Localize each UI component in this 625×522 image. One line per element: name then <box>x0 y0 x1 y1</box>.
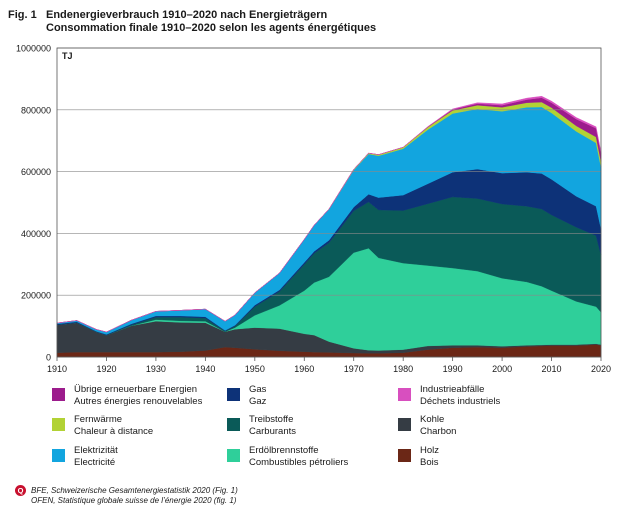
axes: 0 200000 400000 600000 800000 1000000 1910 1920… <box>16 44 611 375</box>
x-tick-label: 1950 <box>245 364 265 374</box>
legend-label-de: Treibstoffe <box>249 414 294 425</box>
legend-swatch <box>398 418 411 431</box>
q-logo-icon: Q <box>15 485 26 496</box>
legend-label-fr: Déchets industriels <box>420 396 501 407</box>
x-tick-label: 2020 <box>591 364 611 374</box>
legend-item: Übrige erneuerbare Energien Autres énergi… <box>52 384 202 408</box>
legend-label-de: Holz <box>420 445 440 456</box>
x-tick-label: 1980 <box>393 364 413 374</box>
legend-label-de: Elektrizität <box>74 445 118 456</box>
legend-label-de: Fernwärme <box>74 414 123 425</box>
legend-swatch <box>227 449 240 462</box>
legend-swatch <box>398 449 411 462</box>
y-tick-label: 200000 <box>21 291 51 301</box>
legend-item: Treibstoffe Carburants <box>227 414 296 438</box>
title-german: Endenergieverbrauch 1910–2020 nach Energ… <box>46 9 328 21</box>
unit-label: TJ <box>62 51 73 61</box>
area-layers <box>56 95 602 358</box>
legend-item: Holz Bois <box>398 445 439 469</box>
legend-label-de: Übrige erneuerbare Energien <box>74 384 198 395</box>
legend-swatch <box>52 388 65 401</box>
y-tick-label: 400000 <box>21 229 51 239</box>
y-tick-label: 800000 <box>21 105 51 115</box>
legend-item: Erdölbrennstoffe Combustibles pétroliers <box>227 445 348 469</box>
legend: Übrige erneuerbare Energien Autres énergi… <box>52 384 612 474</box>
x-tick-label: 1930 <box>146 364 166 374</box>
source-note: Q BFE, Schweizerische Gesamtenergiestati… <box>15 485 238 506</box>
legend-label-fr: Bois <box>420 457 439 468</box>
x-tick-label: 1970 <box>344 364 364 374</box>
title-french: Consommation finale 1910–2020 selon les … <box>46 22 377 34</box>
legend-label-fr: Carburants <box>249 426 296 437</box>
plot-frame <box>56 47 602 358</box>
legend-label-fr: Chaleur à distance <box>74 426 154 437</box>
legend-label-de: Erdölbrennstoffe <box>249 445 319 456</box>
y-tick-label: 600000 <box>21 167 51 177</box>
x-tick-label: 1960 <box>294 364 314 374</box>
legend-swatch <box>227 388 240 401</box>
legend-item: Industrieabfälle Déchets industriels <box>398 384 500 408</box>
legend-label-de: Industrieabfälle <box>420 384 485 395</box>
chart-title: Fig. 1 Endenergieverbrauch 1910–2020 nac… <box>8 9 376 35</box>
legend-label-fr: Combustibles pétroliers <box>249 457 349 468</box>
legend-item: Elektrizität Electricité <box>52 445 118 469</box>
y-tick-label: 0 <box>46 353 51 363</box>
legend-swatch <box>398 388 411 401</box>
legend-swatch <box>52 418 65 431</box>
source-line-1: BFE, Schweizerische Gesamtenergiestatist… <box>31 486 238 495</box>
y-tick-label: 1000000 <box>16 44 51 54</box>
x-tick-label: 2000 <box>492 364 512 374</box>
x-tick-label: 1910 <box>47 364 67 374</box>
legend-label-fr: Charbon <box>420 426 457 437</box>
source-line-2: OFEN, Statistique globale suisse de l’én… <box>31 496 237 505</box>
legend-swatch <box>52 449 65 462</box>
x-tick-label: 1920 <box>96 364 116 374</box>
legend-label-de: Gas <box>249 384 267 395</box>
legend-label-fr: Electricité <box>74 457 116 468</box>
legend-label-fr: Autres énergies renouvelables <box>74 396 203 407</box>
legend-swatch <box>227 418 240 431</box>
legend-item: Fernwärme Chaleur à distance <box>52 414 153 438</box>
x-tick-label: 1940 <box>195 364 215 374</box>
legend-label-de: Kohle <box>420 414 445 425</box>
x-tick-label: 1990 <box>443 364 463 374</box>
legend-label-fr: Gaz <box>249 396 267 407</box>
x-tick-label: 2010 <box>542 364 562 374</box>
figure-label: Fig. 1 <box>8 9 37 21</box>
stacked-area-chart: 0 200000 400000 600000 800000 1000000 1910 1920… <box>16 44 611 375</box>
legend-item: Kohle Charbon <box>398 414 456 438</box>
legend-item: Gas Gaz <box>227 384 266 408</box>
